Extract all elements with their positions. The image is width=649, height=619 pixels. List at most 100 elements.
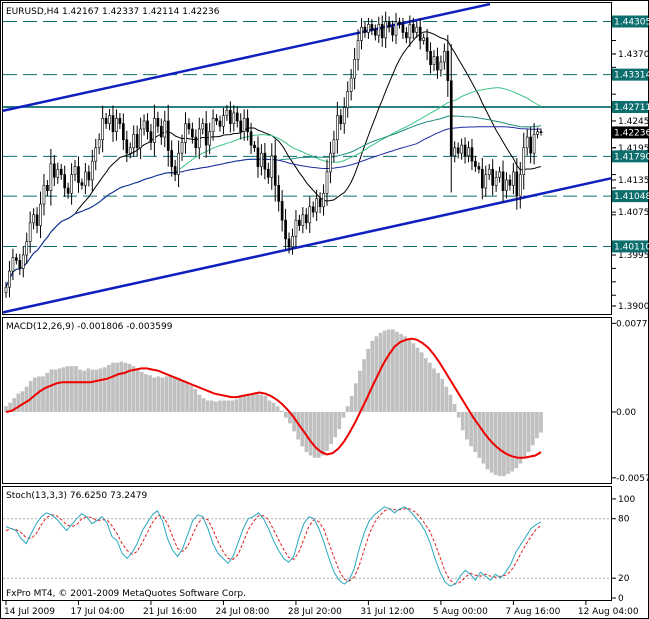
channel-upper-line[interactable] <box>2 2 491 112</box>
macd-axis: 0.007733 0.00 -0.005745 <box>612 319 649 484</box>
candle-body <box>201 123 205 130</box>
candle-body <box>370 24 374 31</box>
candle-body <box>128 147 132 154</box>
candle-body <box>35 214 39 226</box>
macd-histogram-bar <box>411 343 416 412</box>
macd-panel[interactable]: MACD(12,26,9) -0.001806 -0.003599 0.0077… <box>2 317 649 484</box>
candle-body <box>8 270 11 288</box>
candle-body <box>108 115 111 124</box>
price-label-box <box>612 68 648 81</box>
candle-body <box>163 120 167 138</box>
macd-histogram-bar <box>251 393 255 412</box>
macd-histogram-bar <box>255 393 259 412</box>
macd-histogram-bar <box>78 369 82 412</box>
candle-body <box>187 123 191 130</box>
stoch-panel[interactable]: Stoch(13,3,3) 76.6250 73.2479 FxPro MT4,… <box>2 486 636 605</box>
candle-body <box>256 147 260 167</box>
macd-histogram-bar <box>444 386 449 412</box>
candle-body <box>487 168 491 175</box>
macd-histogram-bar <box>53 369 58 412</box>
candle-body <box>80 182 84 186</box>
macd-histogram-bar <box>333 411 338 438</box>
macd-histogram-bar <box>156 376 161 412</box>
candle-body <box>522 147 526 175</box>
trend-channel[interactable] <box>2 2 612 314</box>
macd-signal-line <box>5 337 542 459</box>
candle-body <box>346 91 350 108</box>
macd-histogram-bar <box>234 399 239 412</box>
candle-body <box>101 117 104 141</box>
macd-histogram-bar <box>493 411 498 475</box>
macd-histogram-bar <box>164 376 169 412</box>
candle-body <box>211 117 215 132</box>
candle-body <box>118 117 122 124</box>
price-label-text: 1.41048 <box>614 192 649 202</box>
price-tick-label: 1.40750 <box>618 208 649 218</box>
candle-body <box>401 24 405 33</box>
candle-body <box>194 136 198 149</box>
candle-body <box>367 24 370 33</box>
macd-histogram-bar <box>485 411 490 470</box>
candle-body <box>270 155 274 178</box>
macd-histogram-bar <box>428 362 432 412</box>
candle-body <box>429 50 432 65</box>
candle-body <box>246 117 249 132</box>
candle-body <box>446 50 450 82</box>
macd-histogram-bar <box>460 411 465 431</box>
macd-histogram-bar <box>49 369 54 412</box>
copyright-text: FxPro MT4, © 2001-2009 MetaQuotes Softwa… <box>6 589 246 599</box>
candle-body <box>173 166 177 175</box>
time-tick-label: 17 Jul 04:00 <box>70 607 124 617</box>
candle-body <box>373 29 377 36</box>
channel-lower-line[interactable] <box>2 177 612 314</box>
candle-body <box>32 214 35 224</box>
macd-histogram-bar <box>378 332 383 412</box>
candle-body <box>11 257 15 272</box>
time-tick-label: 5 Aug 00:00 <box>433 607 488 617</box>
macd-histogram-bar <box>205 400 210 412</box>
candle-body <box>363 26 367 33</box>
candle-body <box>277 185 281 202</box>
macd-histogram-bar <box>506 411 510 474</box>
candle-body <box>42 185 46 205</box>
price-tick-label: 1.42450 <box>618 117 649 127</box>
candle-body <box>97 139 101 149</box>
macd-histogram-bar <box>497 411 502 477</box>
candle-body <box>70 174 73 194</box>
candle-body <box>39 203 42 226</box>
macd-histogram-bar <box>24 386 29 412</box>
macd-histogram-bar <box>135 369 140 412</box>
candle-body <box>380 24 384 39</box>
candle-body <box>115 117 118 132</box>
macd-histogram-bar <box>144 374 148 412</box>
macd-histogram-bar <box>415 347 420 412</box>
candle-body <box>139 128 142 149</box>
macd-histogram-bar <box>539 411 543 433</box>
price-label-text: 1.44305 <box>614 17 649 27</box>
candle-body <box>318 198 322 208</box>
candle-body <box>184 123 187 143</box>
price-panel[interactable]: EURUSD,H4 1.42167 1.42337 1.42114 1.4223… <box>2 2 649 315</box>
candle-body <box>332 139 336 154</box>
candle-body <box>208 131 211 146</box>
candle-body <box>515 171 519 197</box>
candle-body <box>146 120 149 132</box>
candle-body <box>18 260 22 269</box>
macd-histogram-bar <box>181 379 185 412</box>
time-tick-label: 7 Aug 16:00 <box>505 607 560 617</box>
macd-histogram-bar <box>37 376 41 412</box>
macd-histogram-bar <box>279 410 284 412</box>
macd-histogram-bar <box>65 366 70 412</box>
candle-body <box>418 26 422 41</box>
macd-histogram-bar <box>337 411 342 430</box>
candle-body <box>153 117 156 143</box>
price-label-box <box>612 100 648 113</box>
candle-body <box>232 112 236 124</box>
price-tick-label: 1.41350 <box>618 176 649 186</box>
time-tick-label: 24 Jul 08:00 <box>215 607 269 617</box>
candle-body <box>239 120 243 132</box>
macd-histogram-bar <box>362 359 366 412</box>
macd-histogram-bar <box>86 368 91 412</box>
candle-body <box>229 109 232 124</box>
